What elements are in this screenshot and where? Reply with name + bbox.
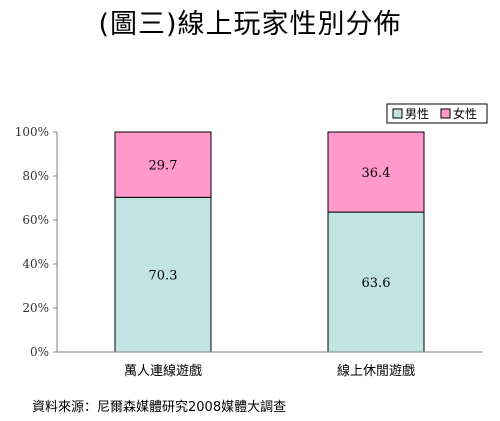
legend-swatch-male <box>392 108 403 119</box>
y-tick-label: 80% <box>22 169 49 183</box>
data-label: 63.6 <box>362 276 391 291</box>
y-tick-label: 60% <box>22 213 49 227</box>
data-label: 70.3 <box>149 269 178 284</box>
x-category-label: 萬人連線遊戲 <box>124 363 202 379</box>
y-tick-label: 40% <box>22 257 49 271</box>
legend-swatch-female <box>440 108 451 119</box>
bar-segment-male <box>114 196 212 353</box>
x-category-label: 線上休閒遊戲 <box>337 363 415 379</box>
data-label: 29.7 <box>149 159 178 174</box>
y-tick-label: 100% <box>15 125 49 139</box>
legend-box <box>386 103 488 124</box>
legend-label-male: 男性 <box>405 107 429 121</box>
chart-title: (圖三)線上玩家性別分佈 <box>98 9 402 40</box>
data-label: 36.4 <box>362 166 391 181</box>
bar-segment-female <box>114 131 212 198</box>
bar-segment-female <box>327 131 425 213</box>
y-tick-label: 20% <box>22 301 49 315</box>
legend-label-female: 女性 <box>453 106 477 121</box>
source-note: 資料來源：尼爾森媒體研究2008媒體大調查 <box>32 400 287 415</box>
y-tick-label: 0% <box>30 345 49 359</box>
